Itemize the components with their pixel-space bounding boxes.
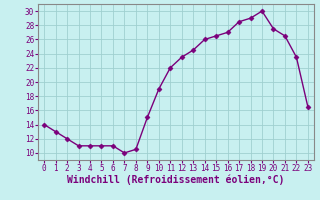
X-axis label: Windchill (Refroidissement éolien,°C): Windchill (Refroidissement éolien,°C) bbox=[67, 175, 285, 185]
